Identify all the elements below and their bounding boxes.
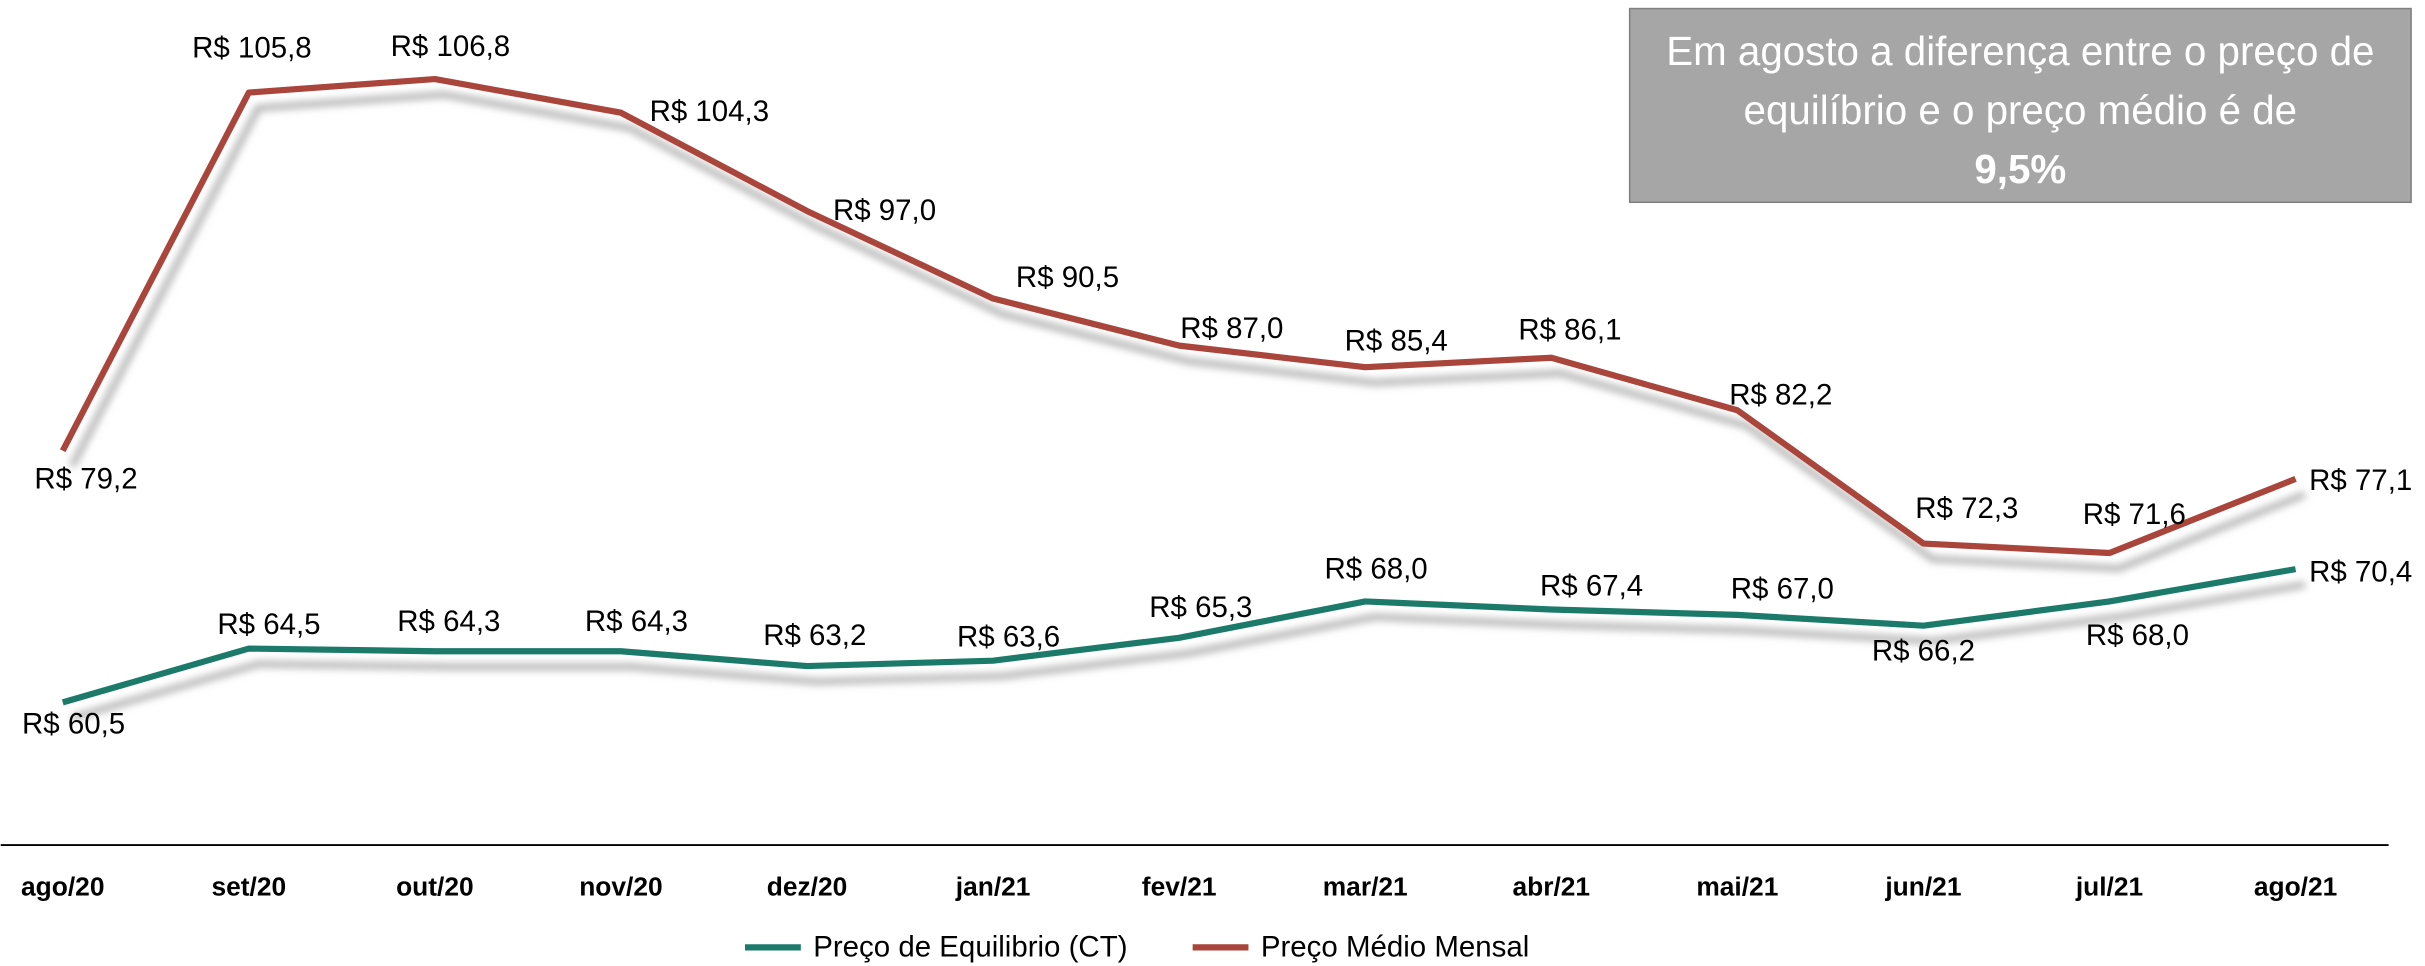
annotation: Em agosto a diferença entre o preço de e…: [1628, 7, 2412, 204]
data-label: R$ 77,1: [2309, 464, 2412, 497]
series-line: [60, 75, 2297, 557]
data-label: R$ 72,3: [1915, 492, 2018, 525]
x-tick-label: fev/21: [1142, 871, 1217, 901]
x-tick-label: mai/21: [1696, 871, 1778, 901]
data-label: R$ 104,3: [650, 95, 770, 128]
x-tick-label: jan/21: [955, 871, 1031, 901]
data-label: R$ 65,3: [1149, 591, 1252, 624]
data-label: R$ 64,3: [397, 605, 500, 638]
x-tick-label: mar/21: [1323, 871, 1408, 901]
x-tick-label: set/20: [211, 871, 286, 901]
data-label: R$ 67,4: [1540, 569, 1643, 602]
data-label: R$ 105,8: [192, 31, 312, 64]
data-label: R$ 85,4: [1345, 324, 1448, 357]
data-label: R$ 63,2: [763, 619, 866, 652]
data-label: R$ 60,5: [22, 707, 125, 740]
x-tick-label: ago/21: [2254, 871, 2337, 901]
data-label: R$ 64,3: [585, 605, 688, 638]
legend-label: Preço Médio Mensal: [1261, 931, 1529, 964]
data-label: R$ 67,0: [1731, 573, 1834, 606]
data-label: R$ 82,2: [1729, 379, 1832, 412]
x-tick-label: abr/21: [1512, 871, 1590, 901]
data-label: R$ 70,4: [2309, 555, 2412, 588]
data-label: R$ 71,6: [2083, 498, 2186, 531]
data-label: R$ 68,0: [2086, 619, 2189, 652]
data-label: R$ 87,0: [1180, 312, 1283, 345]
annotation-highlight: 9,5%: [1974, 145, 2067, 193]
data-label: R$ 86,1: [1518, 314, 1621, 347]
series-line: [61, 566, 2297, 706]
data-label: R$ 64,5: [217, 608, 320, 641]
x-tick-label: dez/20: [767, 871, 848, 901]
data-label: R$ 63,6: [957, 621, 1060, 654]
data-label: R$ 90,5: [1016, 261, 1119, 294]
legend-label: Preço de Equilibrio (CT): [813, 931, 1127, 964]
x-tick-label: jul/21: [2075, 871, 2143, 901]
data-label: R$ 106,8: [391, 30, 511, 63]
x-tick-label: jun/21: [1884, 871, 1961, 901]
x-tick-label: ago/20: [21, 871, 104, 901]
data-label: R$ 97,0: [833, 194, 936, 227]
x-tick-label: nov/20: [579, 871, 662, 901]
data-label: R$ 68,0: [1324, 552, 1427, 585]
annotation-box: Em agosto a diferença entre o preço de e…: [1628, 7, 2412, 204]
data-label: R$ 79,2: [34, 462, 137, 495]
x-tick-label: out/20: [396, 871, 474, 901]
annotation-text: Em agosto a diferença entre o preço de e…: [1666, 27, 2375, 134]
data-label: R$ 66,2: [1872, 635, 1975, 668]
